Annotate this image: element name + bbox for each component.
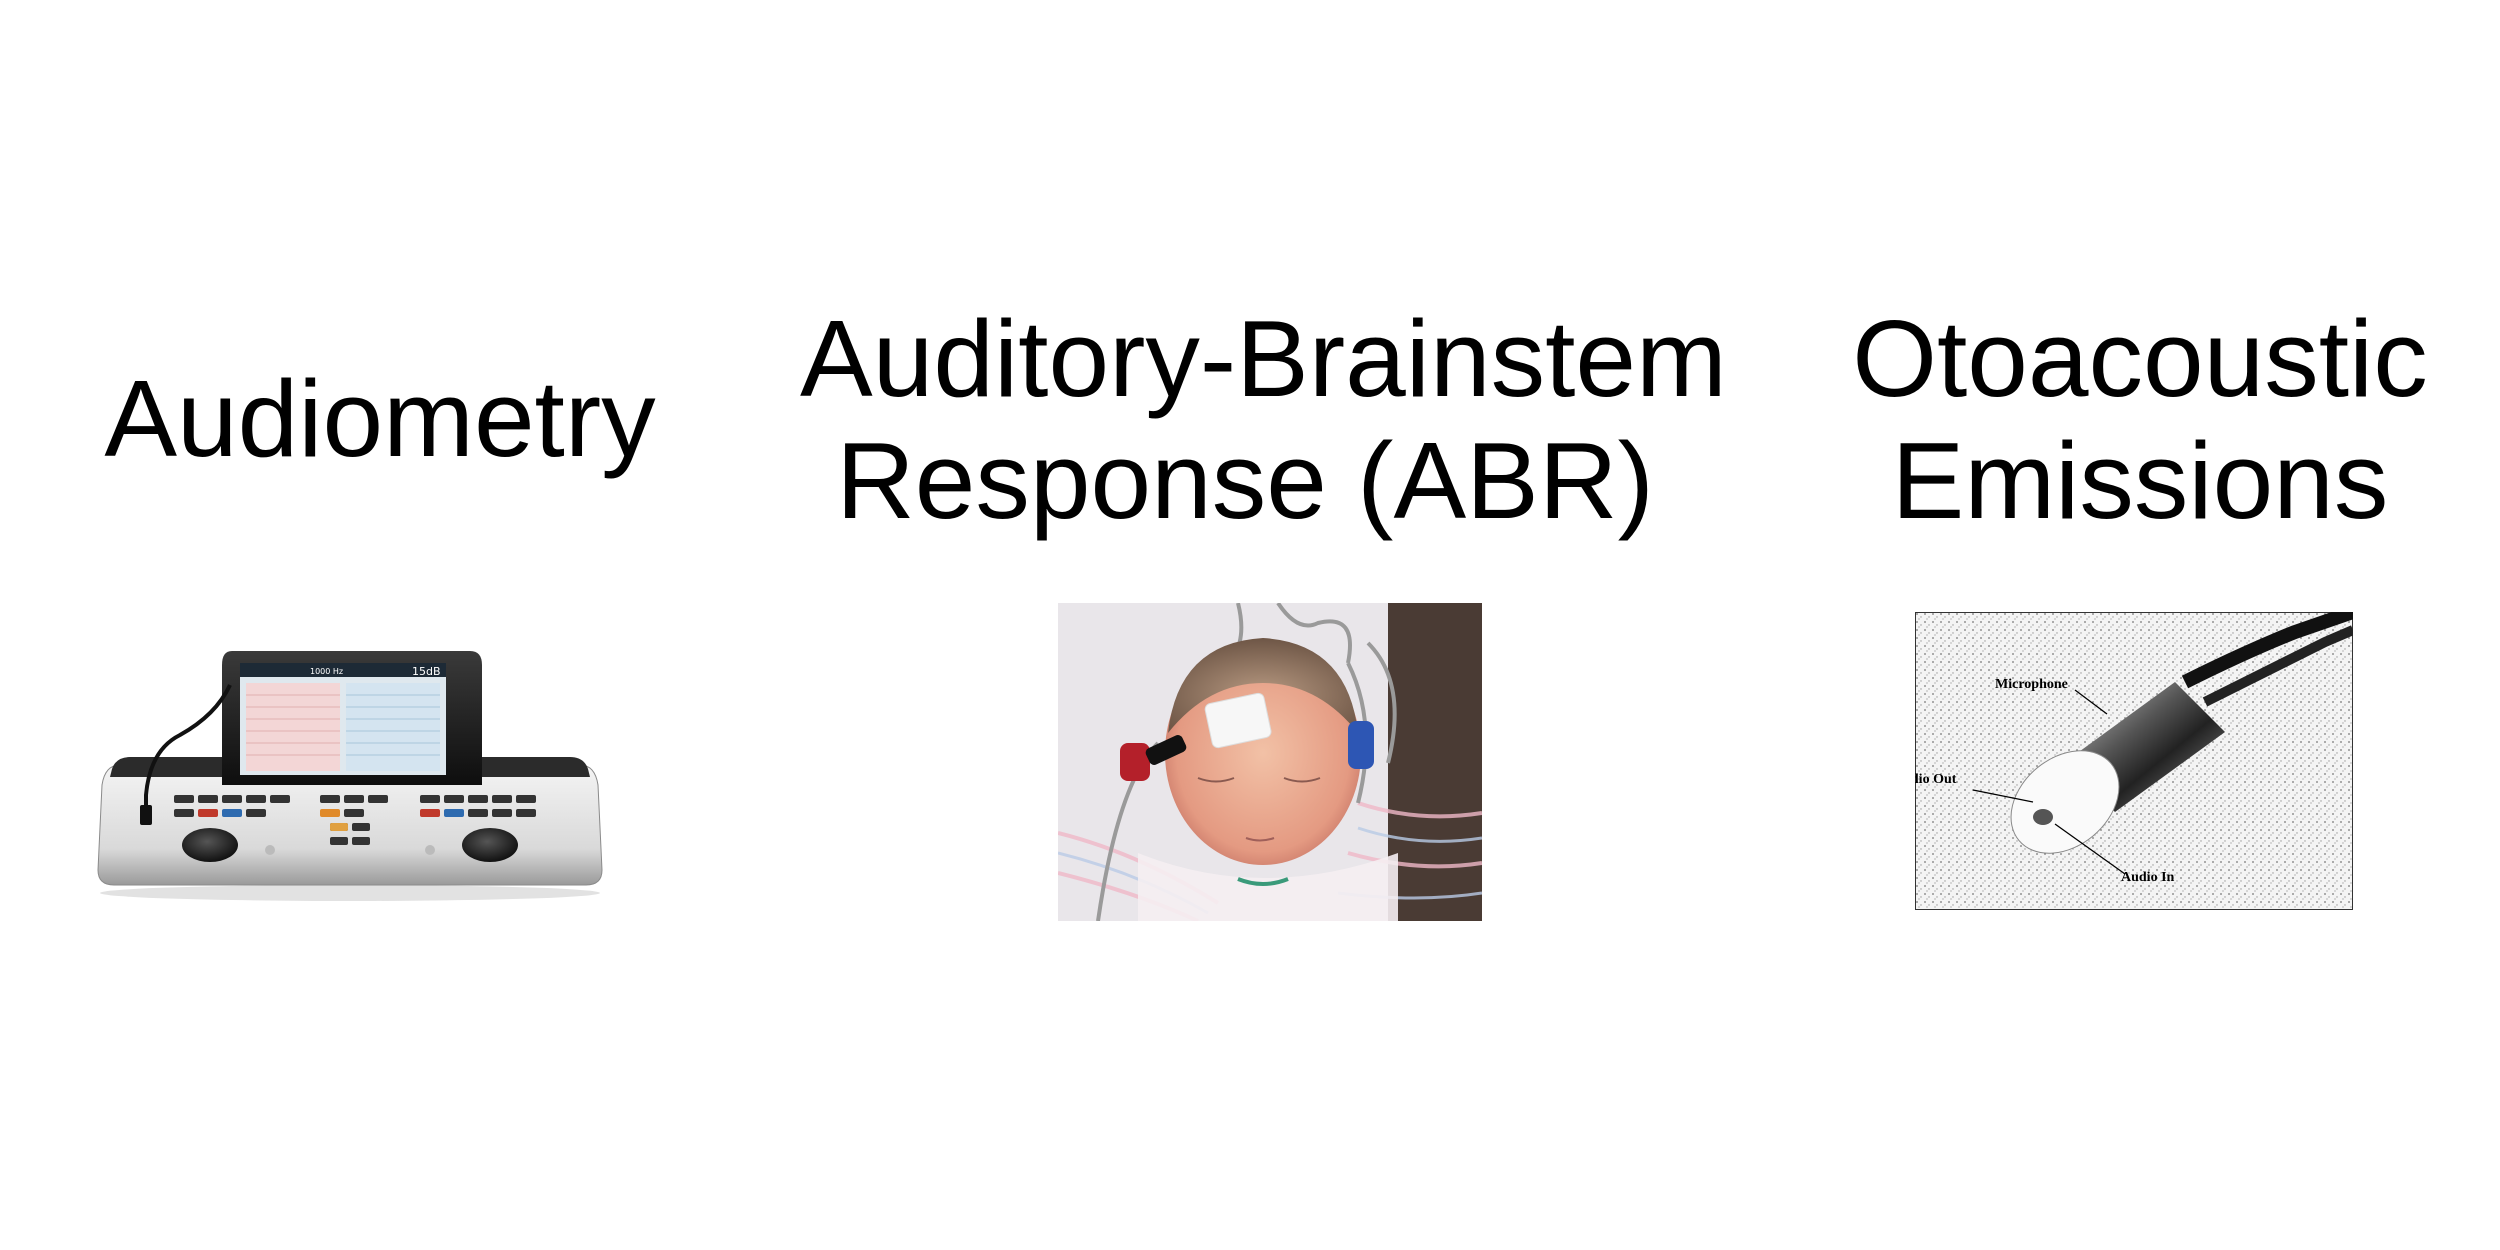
oae-probe-diagram: Microphone Audio Out Audio In (1915, 612, 2353, 910)
microphone-label: Microphone (1995, 677, 2068, 692)
audio-out-label: Audio Out (1915, 772, 1957, 787)
audiometer-image: 1000 Hz 15dB (90, 645, 610, 905)
oae-heading-line-2: Emissions (1891, 420, 2389, 542)
oae-heading: Otoacoustic Emissions (1820, 298, 2460, 542)
abr-newborn-photo (1058, 603, 1482, 921)
oae-heading-line-1: Otoacoustic (1852, 298, 2428, 420)
abr-heading-line-1: Auditory-Brainstem (800, 298, 1727, 420)
audiometer-screen-level: 15dB (412, 665, 441, 678)
audiometer-screen-freq: 1000 Hz (310, 667, 343, 676)
oae-probe-illustration (1915, 612, 2353, 910)
audio-in-label: Audio In (2121, 870, 2175, 885)
abr-heading: Auditory-Brainstem Response (ABR) (800, 298, 1727, 542)
audiometry-heading: Audiometry (80, 358, 680, 480)
audiometry-heading-line-1: Audiometry (104, 358, 656, 480)
abr-heading-line-2: Response (ABR) (836, 420, 1654, 542)
audiometer-illustration: 1000 Hz 15dB (97, 651, 603, 901)
abr-newborn-illustration (1058, 603, 1482, 921)
